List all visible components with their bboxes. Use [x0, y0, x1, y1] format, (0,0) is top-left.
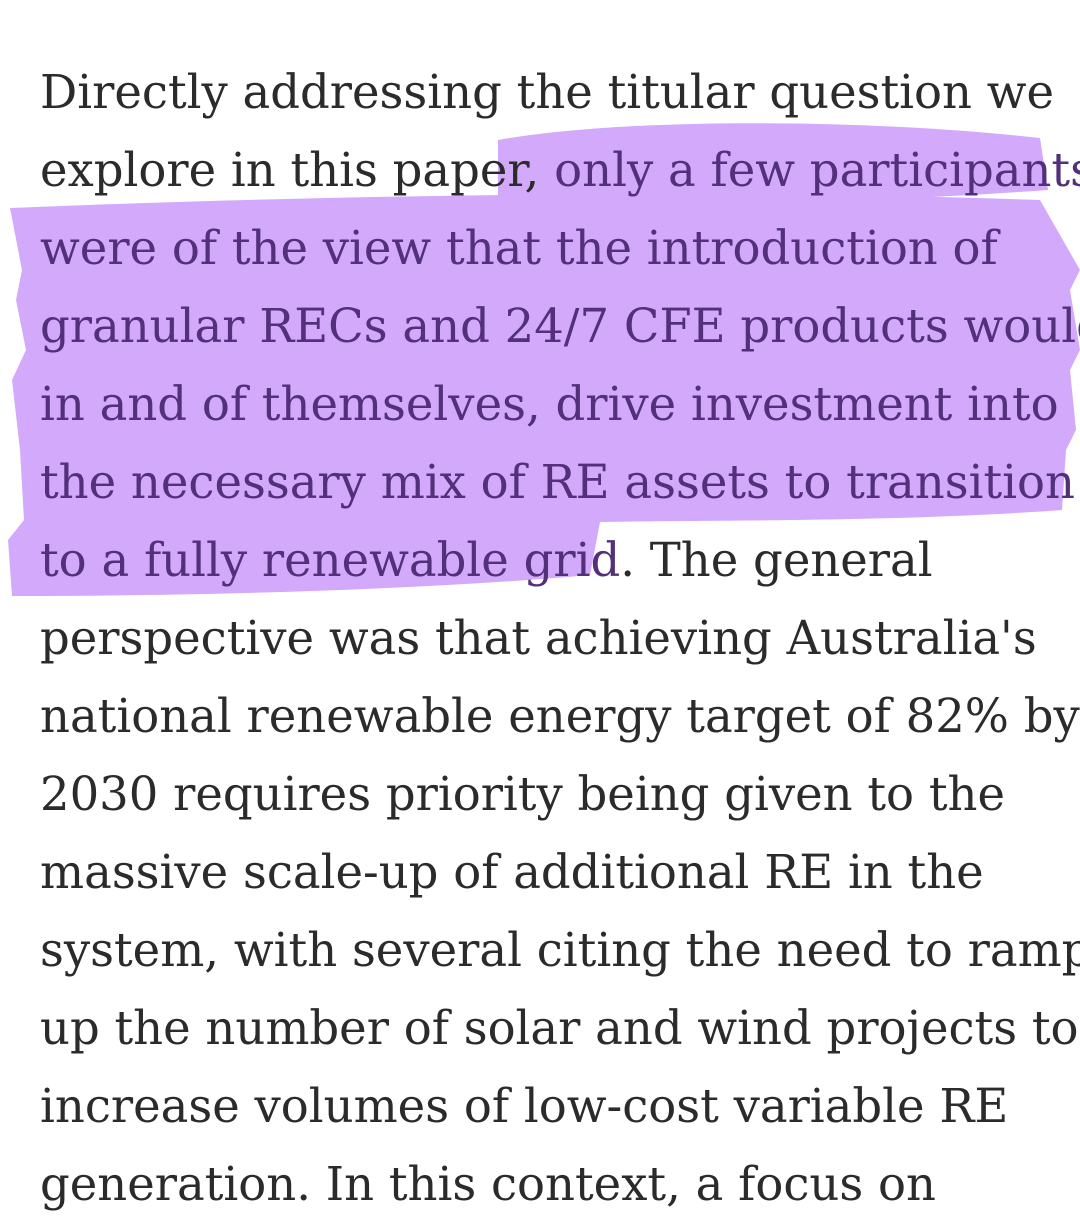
text-line-4: granular RECs and 24/7 CFE products woul… — [40, 287, 1080, 365]
highlighted-text: the necessary mix of RE assets to transi… — [40, 455, 1075, 509]
text-line-5: in and of themselves, drive investment i… — [40, 365, 1059, 443]
text-line-1: Directly addressing the titular question… — [40, 65, 1055, 119]
text-line-6: the necessary mix of RE assets to transi… — [40, 443, 1075, 521]
highlight-marks — [8, 123, 1080, 597]
highlighted-text: in and of themselves, drive investment i… — [40, 377, 1059, 431]
highlight-mark-block — [8, 194, 1080, 597]
highlighted-text: to a fully renewable grid — [40, 533, 621, 587]
text-line-7: to a fully renewable grid. The general — [40, 533, 933, 587]
text-line-12: system, with several citing the need to … — [40, 923, 1080, 977]
text-line-3: were of the view that the introduction o… — [40, 209, 1050, 287]
highlight-mark-line-2 — [498, 123, 1048, 206]
highlighted-text: were of the view that the introduction o… — [40, 221, 998, 275]
text-line-15: generation. In this context, a focus on — [40, 1157, 936, 1211]
text-line-13: up the number of solar and wind projects… — [40, 1001, 1079, 1055]
text-line-9: national renewable energy target of 82% … — [40, 689, 1080, 743]
highlighted-text: granular RECs and 24/7 CFE products woul… — [40, 299, 1080, 353]
highlighted-text: only a few participants — [539, 143, 1080, 197]
text-line-14: increase volumes of low-cost variable RE — [40, 1079, 1009, 1133]
article-paragraph: Directly addressing the titular question… — [40, 53, 1080, 1223]
text-line-10: 2030 requires priority being given to th… — [40, 767, 1005, 821]
text-line-8: perspective was that achieving Australia… — [40, 611, 1037, 665]
text-line-2: explore in this paper, only a few partic… — [40, 131, 1080, 209]
text-line-11: massive scale-up of additional RE in the — [40, 845, 984, 899]
